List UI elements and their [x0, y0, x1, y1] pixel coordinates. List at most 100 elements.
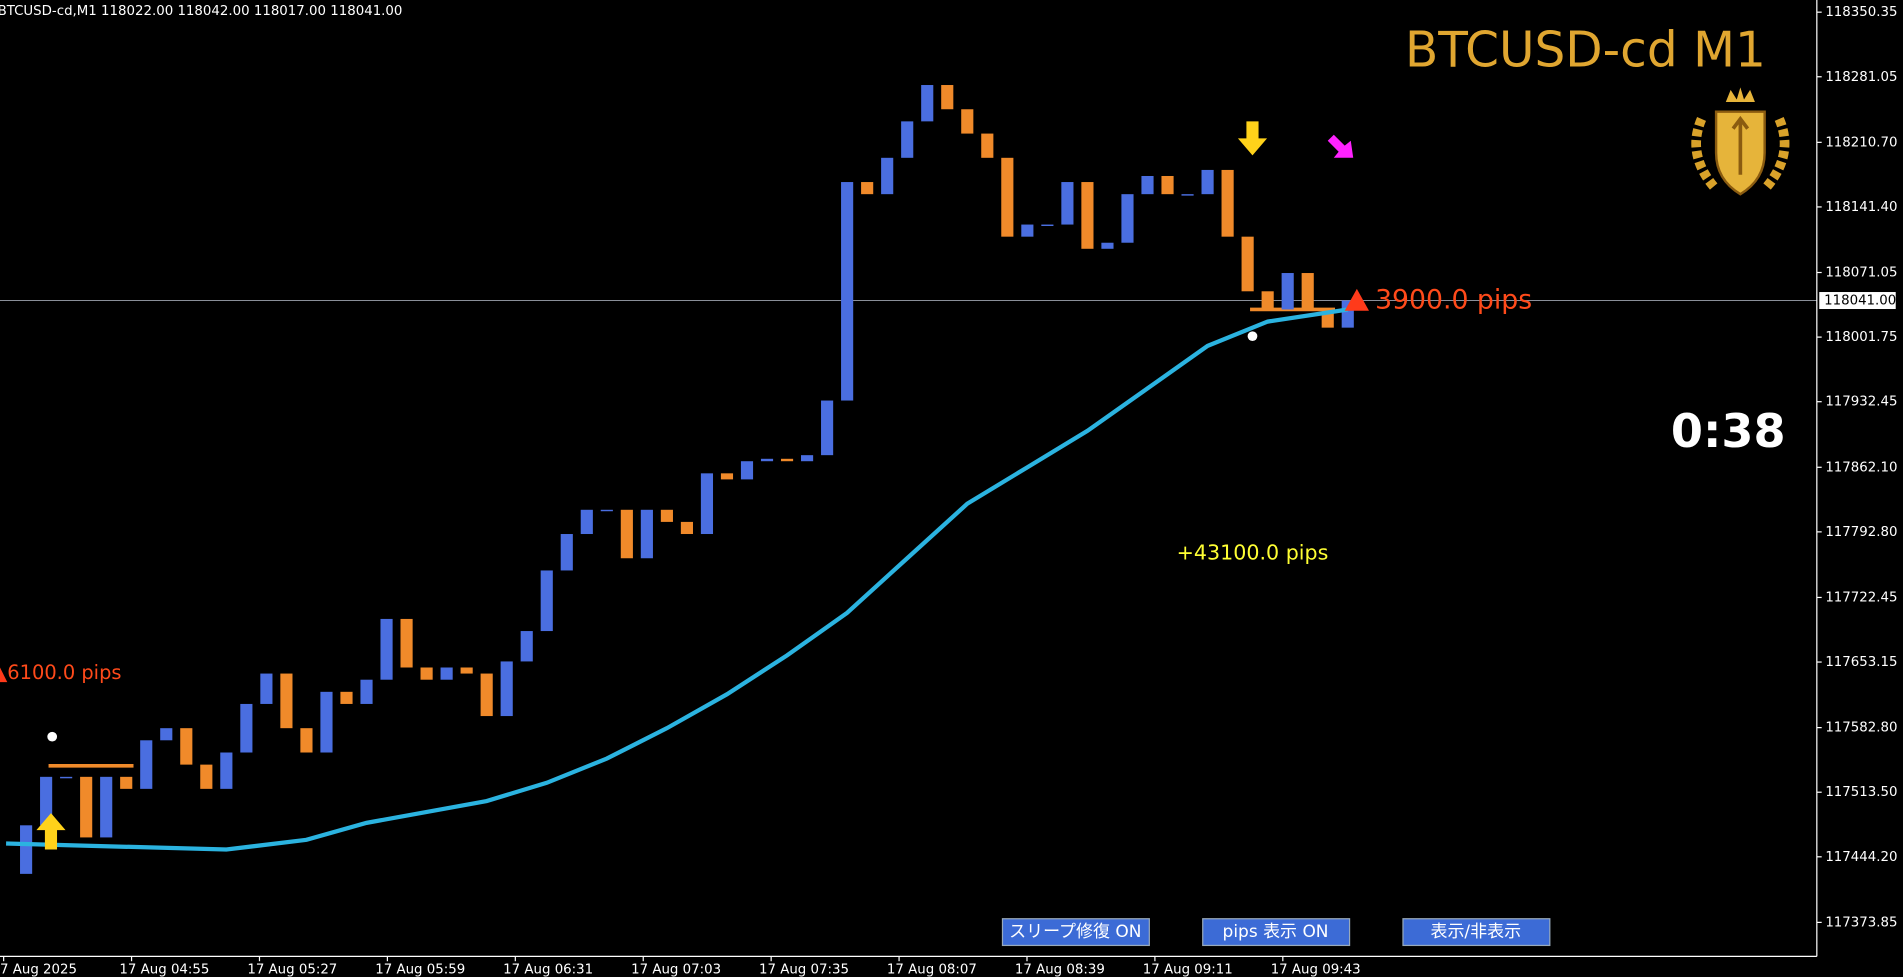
candle-body	[260, 673, 273, 704]
candle-body	[1241, 236, 1254, 292]
up-triangle	[0, 667, 8, 683]
x-tick-label: 17 Aug 08:39	[1015, 963, 1105, 977]
y-tick-label: 117862.10	[1825, 460, 1897, 475]
candle-body	[1261, 291, 1274, 310]
candle-body	[40, 776, 53, 826]
y-tick-label: 117582.80	[1825, 721, 1897, 736]
candle-body	[280, 673, 293, 729]
candle-body	[881, 157, 894, 195]
signal-dot	[1247, 331, 1258, 342]
y-tick-label: 118071.05	[1825, 266, 1897, 281]
candle-body	[180, 728, 193, 765]
x-tick-label: 17 Aug 07:35	[759, 963, 849, 977]
plot	[0, 85, 1817, 874]
candle-body	[1141, 175, 1154, 195]
y-tick-label: 117513.50	[1825, 785, 1897, 800]
candle-body	[720, 473, 734, 480]
y-tick-label: 118001.75	[1825, 330, 1897, 345]
last-pips-label: 3900.0 pips	[1375, 284, 1532, 315]
candle-body	[941, 85, 954, 110]
candle-body	[1181, 194, 1194, 196]
y-tick-label: 117792.80	[1825, 525, 1897, 540]
candle-body	[760, 458, 774, 462]
x-tick-label: 17 Aug 07:03	[631, 963, 721, 977]
x-tick-label: 17 Aug 2025	[0, 963, 77, 977]
candle-body	[400, 618, 413, 668]
button-label: 表示/非表示	[1430, 922, 1521, 942]
candle-body	[780, 458, 794, 462]
up-triangle	[1344, 288, 1369, 311]
y-tick-label: 117722.45	[1825, 590, 1897, 605]
x-tick-label: 17 Aug 09:43	[1271, 963, 1361, 977]
signal-arrow	[1327, 134, 1354, 158]
candle-body	[1281, 273, 1294, 310]
candle-body	[80, 776, 93, 838]
button-label: pips 表示 ON	[1223, 922, 1329, 942]
candle-body	[1201, 169, 1214, 195]
candle-body	[340, 691, 353, 704]
y-tick-label: 118350.35	[1825, 5, 1897, 20]
toggle-button[interactable]	[1402, 918, 1551, 947]
first-pips-label: 6100.0 pips	[7, 661, 121, 684]
x-tick-label: 17 Aug 05:59	[375, 963, 465, 977]
y-tick-label: 117653.15	[1825, 655, 1897, 670]
x-tick-label: 17 Aug 06:31	[503, 963, 593, 977]
button-label: スリープ修復 ON	[1009, 922, 1141, 942]
candle-body	[921, 85, 934, 122]
x-tick-label: 17 Aug 09:11	[1143, 963, 1233, 977]
candle-body	[320, 691, 333, 753]
x-tick-label: 17 Aug 05:27	[247, 963, 337, 977]
current-price-box	[1819, 292, 1896, 310]
candle-body	[1001, 157, 1014, 237]
candle-body	[480, 673, 493, 717]
candle-body	[500, 661, 513, 717]
candle-body	[460, 667, 473, 674]
candle-body	[1101, 242, 1114, 249]
candle-body	[660, 509, 673, 522]
candle-body	[220, 752, 233, 789]
candle-body	[1301, 273, 1314, 310]
candle-body	[380, 618, 393, 680]
sell-arrow	[1237, 121, 1268, 156]
y-tick-label: 118141.40	[1825, 200, 1897, 215]
candle-body	[1081, 182, 1094, 249]
candle-body	[540, 570, 553, 632]
bar-timer: 0:38	[1671, 404, 1786, 458]
candle-body	[680, 521, 693, 535]
sleep-button[interactable]	[1001, 918, 1150, 947]
candle-body	[961, 109, 974, 134]
current-price-label: 118041.00	[1824, 294, 1896, 309]
candle-body	[821, 400, 834, 456]
symbol-header: BTCUSD-cd,M1 118022.00 118042.00 118017.…	[0, 4, 402, 19]
logo	[1691, 87, 1790, 196]
candle-body	[801, 455, 814, 462]
y-tick-label: 118281.05	[1825, 70, 1897, 85]
y-tick-label: 117444.20	[1825, 850, 1897, 865]
candle-body	[901, 121, 914, 158]
candle-body	[1021, 224, 1034, 237]
candle-body	[140, 740, 153, 789]
candle-body	[1061, 182, 1074, 225]
candle-body	[600, 509, 613, 512]
candle-body	[300, 728, 313, 753]
candle-body	[620, 509, 633, 559]
candle-body	[560, 534, 573, 571]
candle-body	[1161, 175, 1174, 195]
candle-body	[580, 509, 593, 535]
candle-body	[240, 703, 253, 753]
y-tick-label: 117373.85	[1825, 915, 1897, 930]
candle-body	[640, 509, 653, 559]
total-pips-label: +43100.0 pips	[1177, 540, 1329, 564]
candle-body	[420, 667, 433, 680]
chart-symbol-title: BTCUSD-cd M1	[1405, 22, 1766, 78]
x-tick-label: 17 Aug 08:07	[887, 963, 977, 977]
button-bar: スリープ修復 ON pips 表示 ON 表示/非表示	[1001, 918, 1551, 947]
y-tick-label: 118210.70	[1825, 135, 1897, 150]
x-tick-label: 17 Aug 04:55	[119, 963, 209, 977]
candle-body	[740, 461, 754, 480]
pips-button[interactable]	[1202, 918, 1351, 947]
candle-body	[520, 631, 533, 662]
